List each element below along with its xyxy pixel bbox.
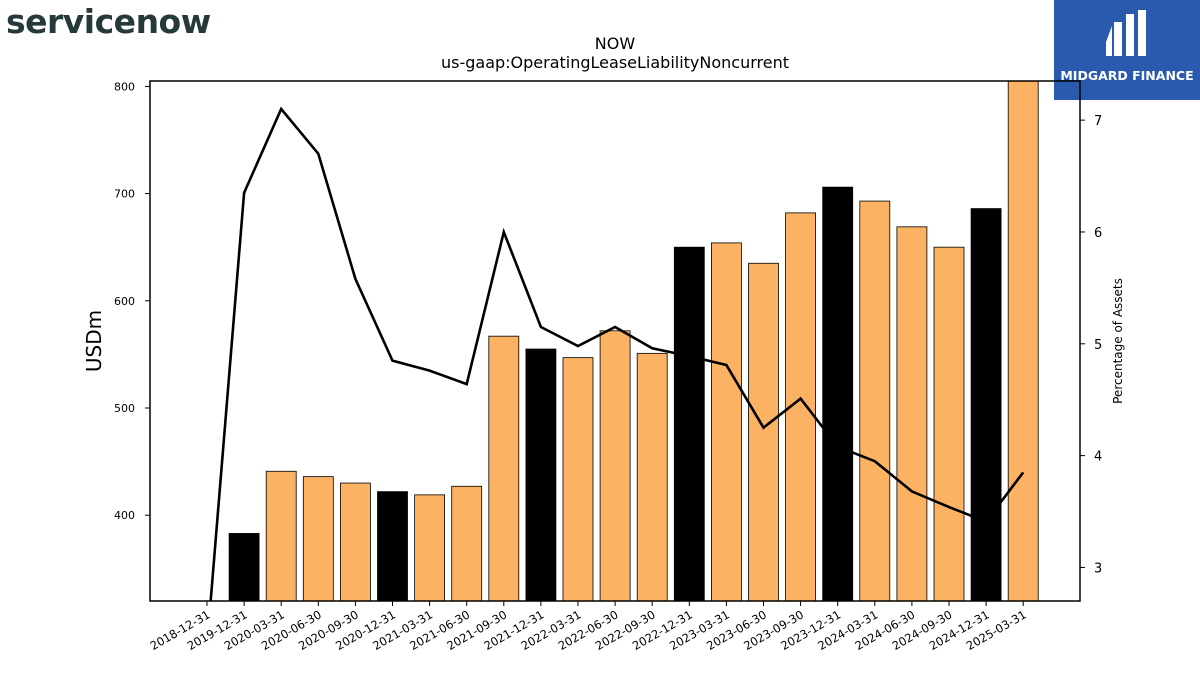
bar-2022-03-31 xyxy=(562,357,594,602)
bar-2020-09-30 xyxy=(339,482,371,602)
x-axis: 2018-12-312019-12-312020-03-312020-06-30… xyxy=(148,601,1029,653)
bar-series xyxy=(228,80,1039,602)
bar-2023-12-31 xyxy=(822,186,854,602)
bar-2021-09-30 xyxy=(488,335,520,602)
bar-2024-09-30 xyxy=(933,246,965,602)
bar-2025-03-31 xyxy=(1007,80,1039,602)
chart-subtitle: us-gaap:OperatingLeaseLiabilityNoncurren… xyxy=(441,53,789,72)
servicenow-logo-text: servicenow xyxy=(6,2,211,41)
y-tick-label: 600 xyxy=(114,295,135,308)
y-tick-label: 700 xyxy=(114,188,135,201)
y2-tick-label: 7 xyxy=(1094,114,1102,129)
bar-2021-06-30 xyxy=(451,485,483,602)
y2-axis-label: Percentage of Assets xyxy=(1111,278,1125,404)
bar-2020-03-31 xyxy=(265,470,297,602)
y-tick-label: 800 xyxy=(114,80,135,93)
bar-2022-12-31 xyxy=(673,246,705,602)
midgard-logo-text: MIDGARD FINANCE xyxy=(1060,68,1194,83)
bar-2023-06-30 xyxy=(748,262,779,602)
bar-2022-06-30 xyxy=(599,330,631,602)
midgard-finance-logo: MIDGARD FINANCE xyxy=(1054,0,1200,100)
y2-tick-label: 5 xyxy=(1094,338,1102,353)
right-axis: 3 4 5 6 7 xyxy=(1080,114,1102,576)
bar-2019-12-31 xyxy=(228,533,260,602)
y2-tick-label: 6 xyxy=(1094,226,1102,241)
bar-2024-12-31 xyxy=(970,208,1002,602)
left-axis: 400 500 600 700 800 xyxy=(114,80,150,522)
bar-2024-06-30 xyxy=(896,226,928,602)
bar-2023-03-31 xyxy=(711,242,742,602)
y-axis-label: USDm xyxy=(82,310,106,372)
bar-2022-09-30 xyxy=(636,352,668,602)
midgard-logo-mark-icon xyxy=(1106,10,1146,56)
bar-2024-03-31 xyxy=(859,200,891,602)
bar-2020-12-31 xyxy=(377,491,408,602)
y-tick-label: 500 xyxy=(114,402,135,415)
y-tick-label: 400 xyxy=(114,509,135,522)
y2-tick-label: 4 xyxy=(1094,450,1102,465)
chart-title: NOW xyxy=(595,34,636,53)
bar-2020-06-30 xyxy=(302,476,334,602)
y2-tick-label: 3 xyxy=(1094,561,1102,576)
percentage-line xyxy=(209,106,1025,601)
bar-2021-03-31 xyxy=(414,494,446,602)
bar-2023-09-30 xyxy=(785,212,816,602)
servicenow-logo: servicenow xyxy=(6,2,211,41)
bar-2021-12-31 xyxy=(525,348,557,602)
